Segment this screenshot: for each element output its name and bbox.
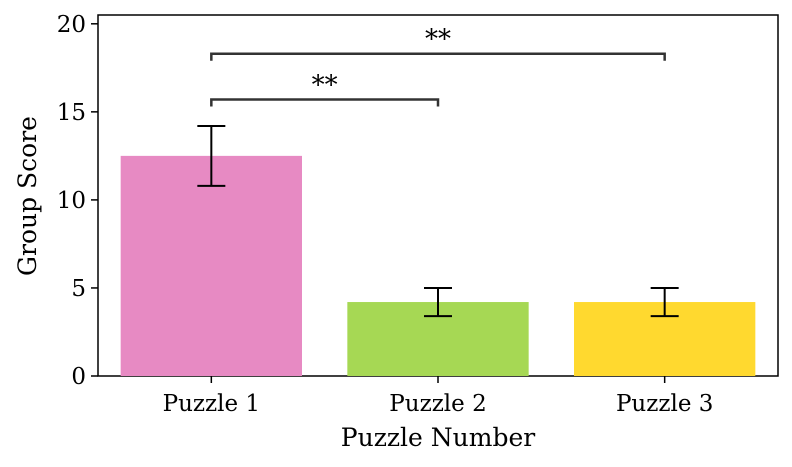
y-tick-label: 5 xyxy=(71,276,86,302)
error-bars xyxy=(197,124,679,318)
bar-1 xyxy=(120,155,303,376)
y-axis-label: Group Score xyxy=(13,116,42,276)
x-axis-ticks: Puzzle 1 Puzzle 2 Puzzle 3 xyxy=(163,376,713,417)
y-tick-label: 10 xyxy=(57,188,86,214)
y-tick-label: 20 xyxy=(57,12,86,38)
significance-bracket-2 xyxy=(210,52,666,61)
x-tick-label: Puzzle 2 xyxy=(389,391,486,417)
y-tick-label: 15 xyxy=(57,100,86,126)
significance-brackets: ** ** xyxy=(210,25,666,107)
significance-bracket-1 xyxy=(210,98,440,107)
bars xyxy=(120,155,756,376)
y-axis-ticks: 0 5 10 15 20 xyxy=(57,12,98,390)
x-tick-label: Puzzle 3 xyxy=(616,391,713,417)
x-tick-label: Puzzle 1 xyxy=(163,391,260,417)
significance-label-1: ** xyxy=(312,71,338,101)
significance-label-2: ** xyxy=(425,25,451,55)
x-axis-label: Puzzle Number xyxy=(341,423,535,452)
y-tick-label: 0 xyxy=(71,364,86,390)
